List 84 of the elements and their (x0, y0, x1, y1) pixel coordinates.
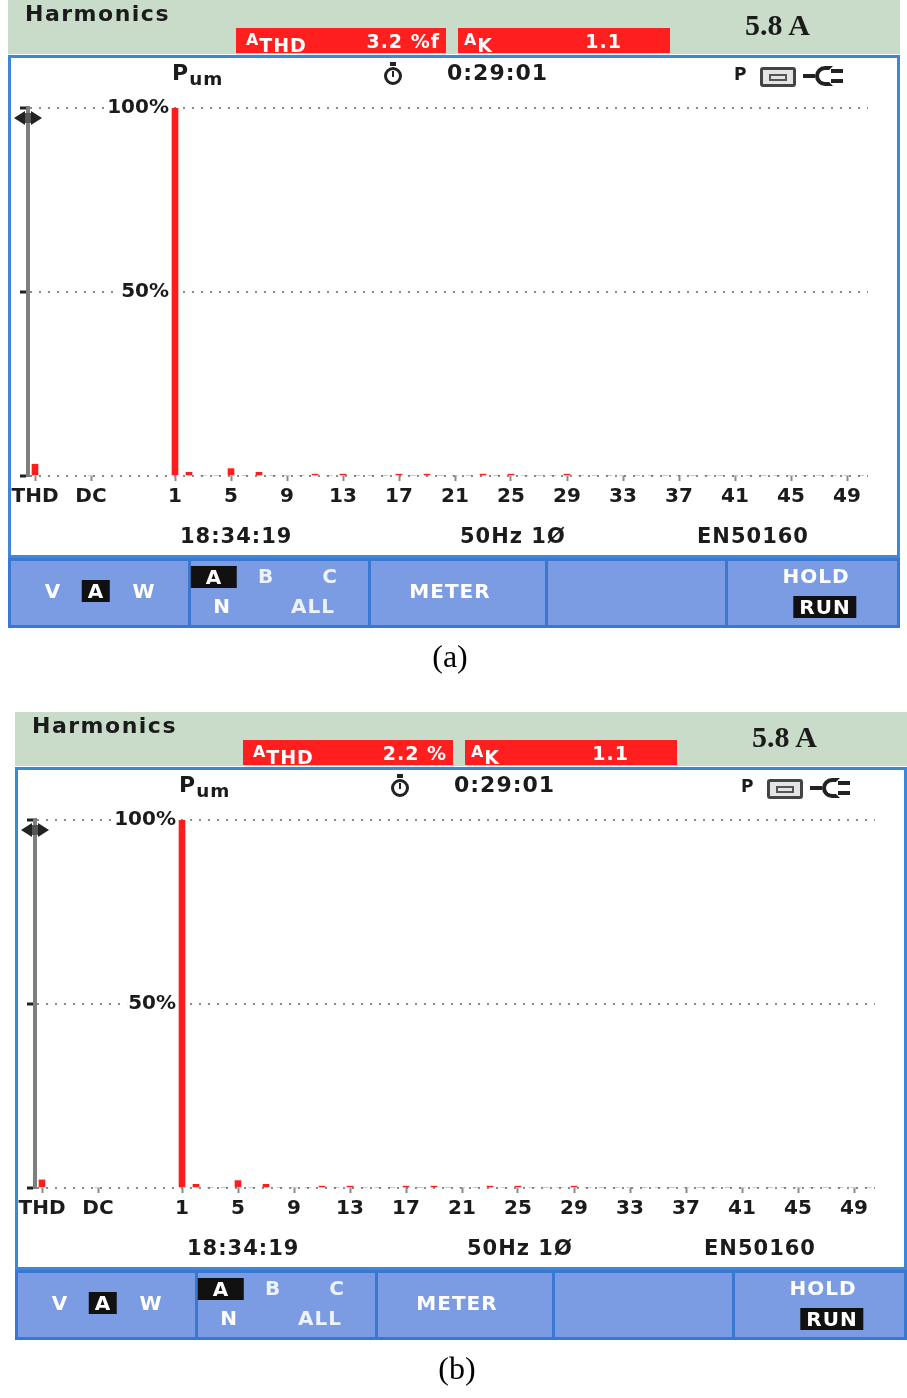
text: 0:29:01 (454, 772, 556, 797)
x-tick-label: 45 (777, 483, 805, 508)
text: 5.8 A (752, 720, 818, 753)
x-tick-label: 5 (231, 1195, 245, 1220)
text: W (132, 579, 156, 603)
text: EN50160 (697, 524, 809, 548)
y-tick-label: 100% (114, 806, 176, 831)
text: P$_{um}$ (172, 60, 224, 90)
y-tick-label: 100% (107, 94, 169, 119)
x-tick-label: 45 (784, 1195, 812, 1220)
x-tick-label: 33 (609, 483, 637, 508)
x-tick-label: 17 (385, 483, 413, 508)
text: RUN (800, 1307, 864, 1331)
text: V (51, 1291, 69, 1315)
text: 18:34:19 (187, 1236, 300, 1260)
x-tick-label: 25 (497, 483, 525, 508)
x-tick-label: 25 (504, 1195, 532, 1220)
text: $^{A}$K (471, 742, 500, 769)
x-tick-label: 37 (665, 483, 693, 508)
x-tick-label: 49 (833, 483, 861, 508)
x-tick-label: DC (75, 483, 107, 508)
text: RUN (793, 595, 857, 619)
chart-title: Harmonics (25, 1, 170, 26)
text: HOLD (789, 1276, 857, 1300)
text: 1.1 (592, 742, 629, 764)
chart-title: Harmonics (32, 713, 177, 738)
x-tick-label: 1 (175, 1195, 189, 1220)
text: 18:34:19 (180, 524, 293, 548)
x-tick-label: 5 (224, 483, 238, 508)
x-tick-label: 37 (672, 1195, 700, 1220)
text: $^{A}$THD (253, 742, 314, 769)
text: A (190, 565, 238, 589)
text: W (139, 1291, 163, 1315)
text: P (734, 64, 748, 84)
text: (b) (438, 1350, 476, 1386)
text: METER (416, 1291, 498, 1315)
y-tick-label: 50% (128, 990, 176, 1015)
x-tick-label: 9 (280, 483, 294, 508)
text: ALL (298, 1306, 342, 1330)
text: N (213, 594, 231, 618)
text: P$_{um}$ (179, 772, 231, 802)
x-tick-label: THD (11, 483, 59, 508)
text: ALL (291, 594, 335, 618)
text: 2.2 % (382, 742, 447, 764)
text: V (44, 579, 62, 603)
x-tick-label: DC (82, 1195, 114, 1220)
text: (a) (432, 638, 468, 674)
text: A (88, 1291, 118, 1315)
text: C (322, 564, 338, 588)
text: HOLD (782, 564, 850, 588)
x-tick-label: 1 (168, 483, 182, 508)
text: EN50160 (704, 1236, 816, 1260)
x-tick-label: 17 (392, 1195, 420, 1220)
text: B (257, 564, 275, 588)
x-tick-label: 41 (721, 483, 749, 508)
x-tick-label: 49 (840, 1195, 868, 1220)
text: $^{A}$K (464, 30, 493, 57)
text: A (197, 1277, 245, 1301)
x-tick-label: 33 (616, 1195, 644, 1220)
text: N (220, 1306, 238, 1330)
x-tick-label: 21 (441, 483, 469, 508)
x-tick-label: 13 (329, 483, 357, 508)
x-tick-label: THD (18, 1195, 66, 1220)
text: METER (409, 579, 491, 603)
text: B (264, 1276, 282, 1300)
text: 5.8 A (745, 8, 811, 41)
text: $^{A}$THD (246, 30, 307, 57)
text: 50Hz 1Ø (467, 1236, 573, 1260)
x-tick-label: 21 (448, 1195, 476, 1220)
y-tick-label: 50% (121, 278, 169, 303)
text: A (81, 579, 111, 603)
x-tick-label: 29 (560, 1195, 588, 1220)
x-tick-label: 9 (287, 1195, 301, 1220)
x-tick-label: 29 (553, 483, 581, 508)
text: P (741, 776, 755, 796)
bar (178, 820, 186, 1188)
text: 0:29:01 (447, 60, 549, 85)
bar (171, 108, 179, 476)
x-tick-label: 41 (728, 1195, 756, 1220)
text: C (329, 1276, 345, 1300)
text: 1.1 (585, 30, 622, 52)
text: 50Hz 1Ø (460, 524, 566, 548)
text: 3.2 %f (366, 30, 440, 52)
x-tick-label: 13 (336, 1195, 364, 1220)
